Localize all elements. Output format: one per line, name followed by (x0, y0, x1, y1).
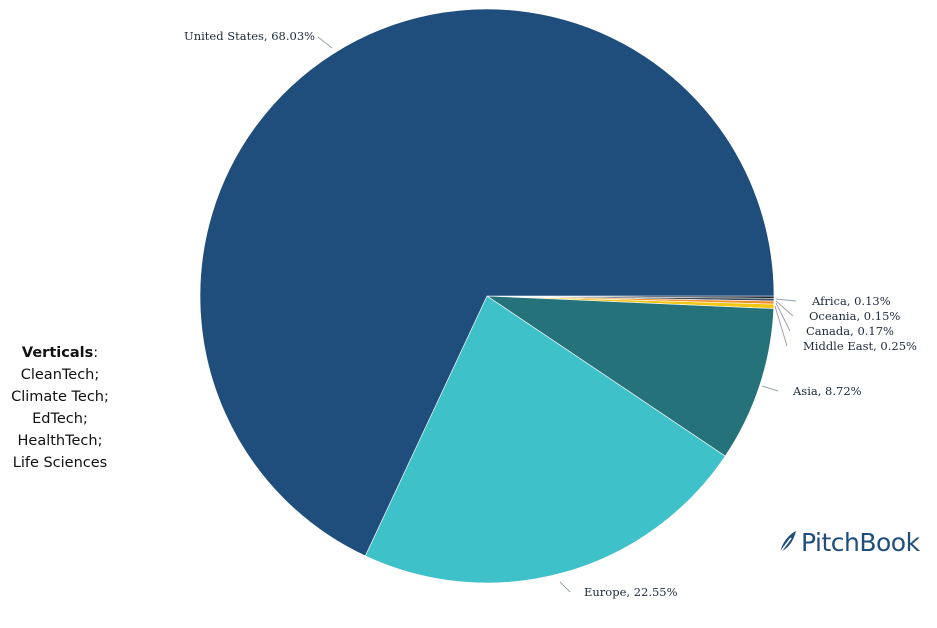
pitchbook-wordmark: PitchBook (801, 527, 920, 557)
slice-label-africa: Africa, 0.13% (811, 294, 891, 308)
leader-line-united-states (317, 36, 333, 49)
pie-labels: Africa, 0.13%Oceania, 0.15%Canada, 0.17%… (184, 29, 917, 599)
vertical-item: HealthTech; (17, 433, 103, 449)
pie-slice-europe (364, 295, 726, 584)
leader-line-canada (775, 302, 791, 332)
slice-label-oceania: Oceania, 0.15% (809, 309, 900, 323)
vertical-item: CleanTech; (20, 367, 100, 383)
leader-line-oceania (775, 300, 794, 317)
leader-line-asia (761, 385, 779, 392)
pie-slice-asia (485, 295, 775, 457)
leader-line-europe (559, 581, 571, 593)
verticals-colon: : (93, 345, 99, 361)
vertical-item: EdTech; (32, 411, 88, 427)
leader-line-africa (775, 298, 797, 302)
slice-label-europe: Europe, 22.55% (584, 585, 678, 599)
pitchbook-logo: PitchBook (776, 526, 920, 558)
slice-label-canada: Canada, 0.17% (806, 324, 894, 338)
pie-slices (199, 8, 775, 584)
pitchbook-leaf-icon (778, 531, 796, 555)
slice-label-united-states: United States, 68.03% (184, 29, 315, 43)
vertical-item: Climate Tech; (11, 389, 109, 405)
slice-label-asia: Asia, 8.72% (792, 384, 862, 398)
pie-slice-united-states (199, 8, 775, 557)
verticals-heading: Verticals (21, 345, 94, 361)
verticals-note: Verticals: CleanTech; Climate Tech; EdTe… (0, 342, 120, 474)
slice-label-middle-east: Middle East, 0.25% (803, 339, 917, 353)
vertical-item: Life Sciences (12, 455, 108, 471)
leader-line-middle-east (774, 305, 788, 347)
